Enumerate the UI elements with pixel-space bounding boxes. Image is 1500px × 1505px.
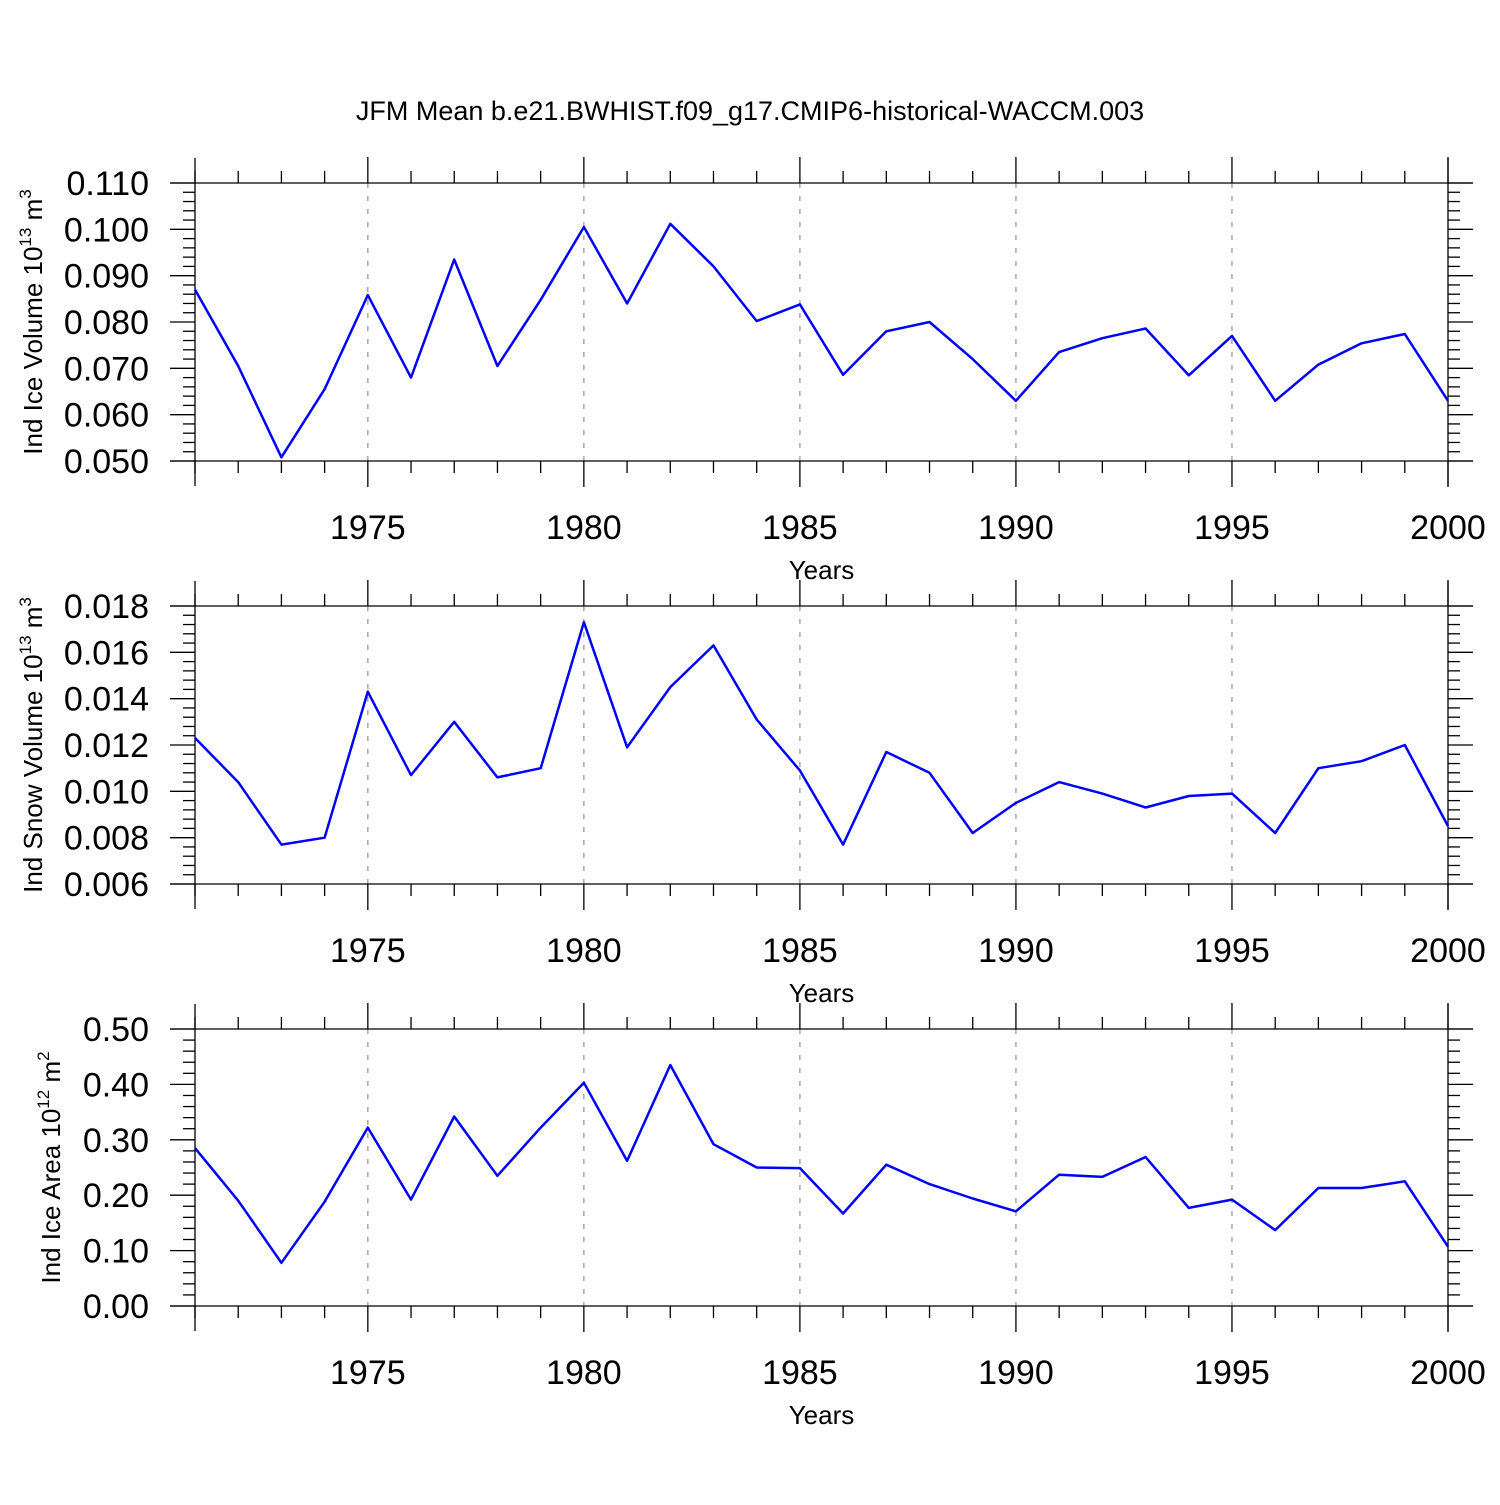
y-axis-title: Ind Ice Volume 1013 m3 [16, 189, 48, 454]
figure-title: JFM Mean b.e21.BWHIST.f09_g17.CMIP6-hist… [356, 96, 1144, 126]
y-axis-title-unit: m [18, 607, 48, 636]
x-tick-label: 1995 [1194, 932, 1270, 970]
x-tick-label: 2000 [1410, 932, 1486, 970]
y-tick-label: 0.014 [64, 681, 149, 719]
series-line [194, 620, 1450, 846]
y-axis-title: Ind Ice Area 1012 m2 [34, 1051, 66, 1283]
y-tick-label: 0.050 [64, 443, 149, 481]
x-axis-title: Years [789, 555, 855, 585]
y-tick-label: 0.110 [66, 165, 149, 203]
y-tick-label: 0.20 [83, 1177, 149, 1215]
x-tick-label: 1990 [978, 1354, 1054, 1392]
y-tick-label: 0.40 [83, 1066, 149, 1104]
x-tick-label: 2000 [1410, 509, 1486, 547]
y-axis-title-unit: m [36, 1061, 66, 1090]
y-tick-label: 0.080 [64, 304, 149, 342]
x-tick-label: 1975 [330, 932, 406, 970]
x-tick-label: 1985 [762, 932, 838, 970]
y-axis-title-exponent: 13 [16, 228, 35, 247]
y-axis-title-exponent: 12 [34, 1090, 53, 1109]
y-axis-title-main: Ind Ice Volume 10 [18, 247, 48, 455]
y-tick-label: 0.30 [83, 1122, 149, 1160]
x-tick-label: 2000 [1410, 1354, 1486, 1392]
x-axis-title: Years [789, 978, 855, 1008]
x-tick-label: 1975 [330, 1354, 406, 1392]
x-tick-label: 1980 [546, 509, 622, 547]
y-axis-title-unit-exponent: 2 [34, 1051, 53, 1060]
y-axis-title-main: Ind Snow Volume 10 [18, 654, 48, 893]
x-tick-label: 1985 [762, 509, 838, 547]
chart-panel-1: 0.050 0.060 0.070 0.080 0.090 0.100 0.110 1975 1… [16, 157, 1486, 585]
y-tick-label: 0.50 [83, 1011, 149, 1049]
y-tick-label: 0.070 [64, 350, 149, 388]
series-line [193, 222, 1450, 459]
panels: 0.050 0.060 0.070 0.080 0.090 0.100 0.110 1975 1… [16, 157, 1486, 1430]
x-tick-label: 1990 [978, 509, 1054, 547]
y-tick-label: 0.090 [64, 258, 149, 296]
chart-panel-3: 0.00 0.10 0.20 0.30 0.40 0.50 1975 1980 1985 1990… [34, 1003, 1486, 1430]
y-axis-title-main: Ind Ice Area 10 [36, 1109, 66, 1284]
y-axis-title-unit: m [18, 199, 48, 228]
x-tick-label: 1980 [546, 1354, 622, 1392]
y-tick-label: 0.008 [64, 820, 149, 858]
series-line [194, 1063, 1450, 1265]
x-tick-label: 1990 [978, 932, 1054, 970]
y-tick-label: 0.00 [83, 1288, 149, 1326]
chart-panel-2: 0.006 0.008 0.010 0.012 0.014 0.016 0.018 1975 1… [16, 580, 1486, 1008]
x-tick-label: 1985 [762, 1354, 838, 1392]
y-axis-title-exponent: 13 [16, 635, 35, 654]
y-tick-label: 0.018 [64, 588, 149, 626]
y-tick-label: 0.006 [64, 866, 149, 904]
x-tick-label: 1975 [330, 509, 406, 547]
y-axis-title-unit-exponent: 3 [16, 597, 35, 606]
y-tick-label: 0.100 [64, 211, 149, 249]
x-axis-title: Years [789, 1400, 855, 1430]
y-axis-title: Ind Snow Volume 1013 m3 [16, 597, 48, 893]
x-tick-label: 1995 [1194, 1354, 1270, 1392]
y-tick-label: 0.060 [64, 397, 149, 435]
x-tick-label: 1980 [546, 932, 622, 970]
y-tick-label: 0.012 [64, 727, 149, 765]
y-tick-label: 0.10 [83, 1233, 149, 1271]
y-tick-label: 0.010 [64, 773, 149, 811]
y-axis-title-unit-exponent: 3 [16, 189, 35, 198]
y-tick-label: 0.016 [64, 634, 149, 672]
x-tick-label: 1995 [1194, 509, 1270, 547]
